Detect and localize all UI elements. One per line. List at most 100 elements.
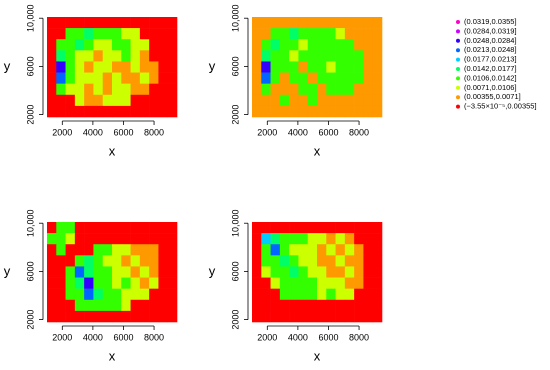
heat-cell <box>298 266 309 278</box>
heat-cell <box>298 50 309 62</box>
heat-cell <box>65 222 76 234</box>
heat-cell <box>289 255 299 267</box>
heat-cell <box>261 310 271 323</box>
heat-cell <box>317 28 327 40</box>
legend-swatch <box>456 95 460 100</box>
heat-cell <box>84 277 94 289</box>
heat-cell <box>167 17 178 29</box>
heat-cell <box>372 105 383 118</box>
heat-cell <box>158 288 169 301</box>
heat-cell <box>354 39 364 51</box>
y-tick-label: 2000 <box>25 310 35 330</box>
heat-cell <box>112 244 122 256</box>
heat-cell <box>130 72 141 84</box>
heat-cell <box>344 244 355 256</box>
heat-cell <box>74 233 85 245</box>
heat-cell <box>93 299 104 312</box>
heat-cell <box>121 222 131 234</box>
heat-cell <box>344 255 355 267</box>
heat-cell <box>121 244 131 256</box>
heat-cell <box>167 28 178 40</box>
heat-cell <box>74 28 85 40</box>
x-tick-label: 6000 <box>318 332 338 342</box>
x-tick-label: 4000 <box>288 127 308 137</box>
heat-cell <box>65 233 76 245</box>
heat-cell <box>289 50 299 62</box>
heat-cell <box>372 94 383 107</box>
heat-cell <box>47 17 57 29</box>
heat-cell <box>84 17 94 29</box>
heat-cell <box>139 288 150 301</box>
heat-cell <box>56 233 66 245</box>
heat-cell <box>261 299 271 312</box>
x-tick-label: 8000 <box>144 127 164 137</box>
heat-cell <box>130 310 141 323</box>
heat-cell <box>279 83 290 96</box>
heat-cell <box>167 39 178 51</box>
heat-cell <box>354 222 364 234</box>
heat-cell <box>158 72 169 84</box>
heat-cell <box>47 94 57 107</box>
heat-cell <box>102 266 113 278</box>
heat-cell <box>335 94 346 107</box>
heat-cell <box>112 255 122 267</box>
heat-cell <box>261 105 271 118</box>
heat-cell <box>317 288 327 301</box>
heat-cell <box>47 72 57 84</box>
heat-cell <box>139 105 150 118</box>
heat-cell <box>307 17 318 29</box>
heat-cell <box>74 50 85 62</box>
heat-cell <box>372 310 383 323</box>
heat-cell <box>261 222 271 234</box>
heat-cell <box>317 105 327 118</box>
heat-cell <box>252 105 262 118</box>
heat-cell <box>363 310 374 323</box>
heat-cell <box>65 105 76 118</box>
legend-label: (0.0177,0.0213] <box>464 55 517 64</box>
heat-cell <box>344 310 355 323</box>
heat-cell <box>289 61 299 73</box>
heat-cell <box>307 299 318 312</box>
heat-cell <box>139 244 150 256</box>
legend-label: (0.0284,0.0319] <box>464 26 517 35</box>
heat-cell <box>167 72 178 84</box>
heat-cell <box>84 299 94 312</box>
heat-cell <box>47 105 57 118</box>
heat-cell <box>344 277 355 289</box>
heat-cell <box>372 244 383 256</box>
legend-label: (−3.55×10⁻⁵,0.00355] <box>464 102 537 111</box>
heat-cell <box>167 299 178 312</box>
heat-cell <box>270 61 281 73</box>
heat-cell <box>317 39 327 51</box>
heat-cell <box>139 233 150 245</box>
heat-cell <box>65 72 76 84</box>
heat-cell <box>158 277 169 289</box>
legend-label: (0.0142,0.0177] <box>464 64 517 73</box>
heat-cell <box>167 266 178 278</box>
heat-cell <box>65 28 76 40</box>
heat-cell <box>363 39 374 51</box>
y-tick-label: 2000 <box>230 310 240 330</box>
legend-swatch <box>456 57 460 62</box>
heat-cell <box>121 255 131 267</box>
heat-cell <box>261 83 271 96</box>
heat-cell <box>344 288 355 301</box>
heat-cell <box>252 244 262 256</box>
y-tick-label: 2000 <box>25 105 35 125</box>
heat-cell <box>261 277 271 289</box>
heat-cell <box>149 299 159 312</box>
heat-cell <box>158 61 169 73</box>
heat-cell <box>363 299 374 312</box>
heat-cell <box>317 222 327 234</box>
heat-cell <box>121 83 131 96</box>
legend-swatch <box>456 48 460 53</box>
heat-cell <box>252 61 262 73</box>
heat-cell <box>130 244 141 256</box>
heat-cell <box>167 105 178 118</box>
heat-cell <box>56 299 66 312</box>
heat-cell <box>93 83 104 96</box>
heat-cell <box>65 61 76 73</box>
heat-cell <box>84 255 94 267</box>
heat-cell <box>84 28 94 40</box>
heat-cell <box>317 83 327 96</box>
